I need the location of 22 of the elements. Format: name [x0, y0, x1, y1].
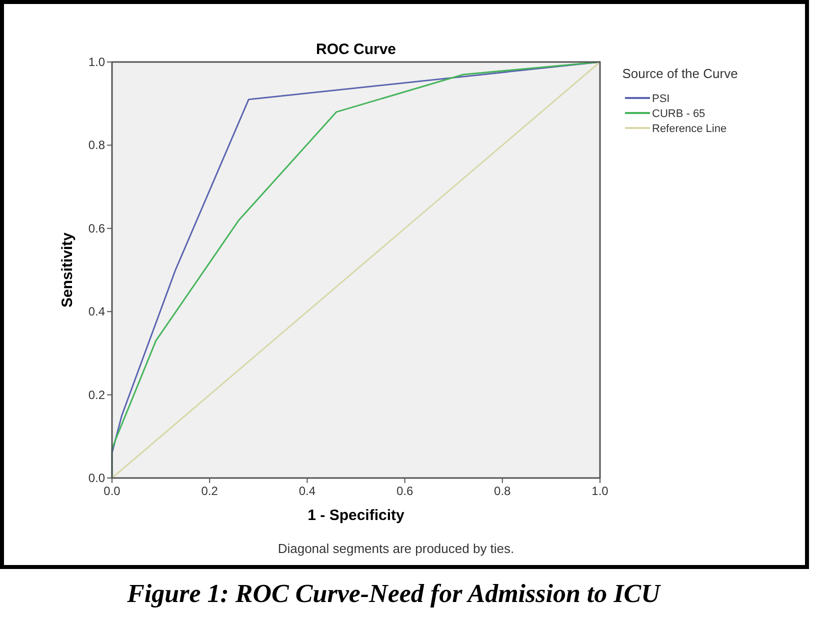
x-tick-label: 0.8 — [494, 484, 512, 498]
chart-title: ROC Curve — [316, 41, 396, 58]
y-tick-label: 0.8 — [88, 138, 106, 152]
caption: Figure 1: ROC Curve-Need for Admission to ICU — [126, 579, 662, 608]
y-tick-label: 0.2 — [88, 388, 106, 402]
x-tick-label: 0.2 — [201, 484, 218, 498]
y-tick-label: 0.6 — [88, 221, 106, 236]
x-tick-label: 0.4 — [298, 484, 316, 498]
x-axis-title: 1 - Specificity — [308, 507, 406, 524]
text: Diagonal segments are produced by ties. — [278, 541, 514, 556]
y-tick-label: 0.0 — [88, 471, 106, 485]
legend-title: Source of the Curve — [622, 66, 738, 81]
x-tick-label: 0.6 — [396, 484, 414, 498]
x-tick-label: 0.0 — [104, 484, 121, 498]
y-tick-label: 1.0 — [88, 55, 106, 69]
y-tick-label: 0.4 — [88, 304, 106, 319]
legend-label: CURB - 65 — [652, 108, 706, 120]
legend-label: Reference Line — [652, 123, 727, 135]
line-series — [111, 61, 601, 479]
y-axis-title: Sensitivity — [59, 232, 76, 308]
legend-label: PSI — [652, 93, 670, 105]
x-tick-label: 1.0 — [592, 484, 609, 498]
